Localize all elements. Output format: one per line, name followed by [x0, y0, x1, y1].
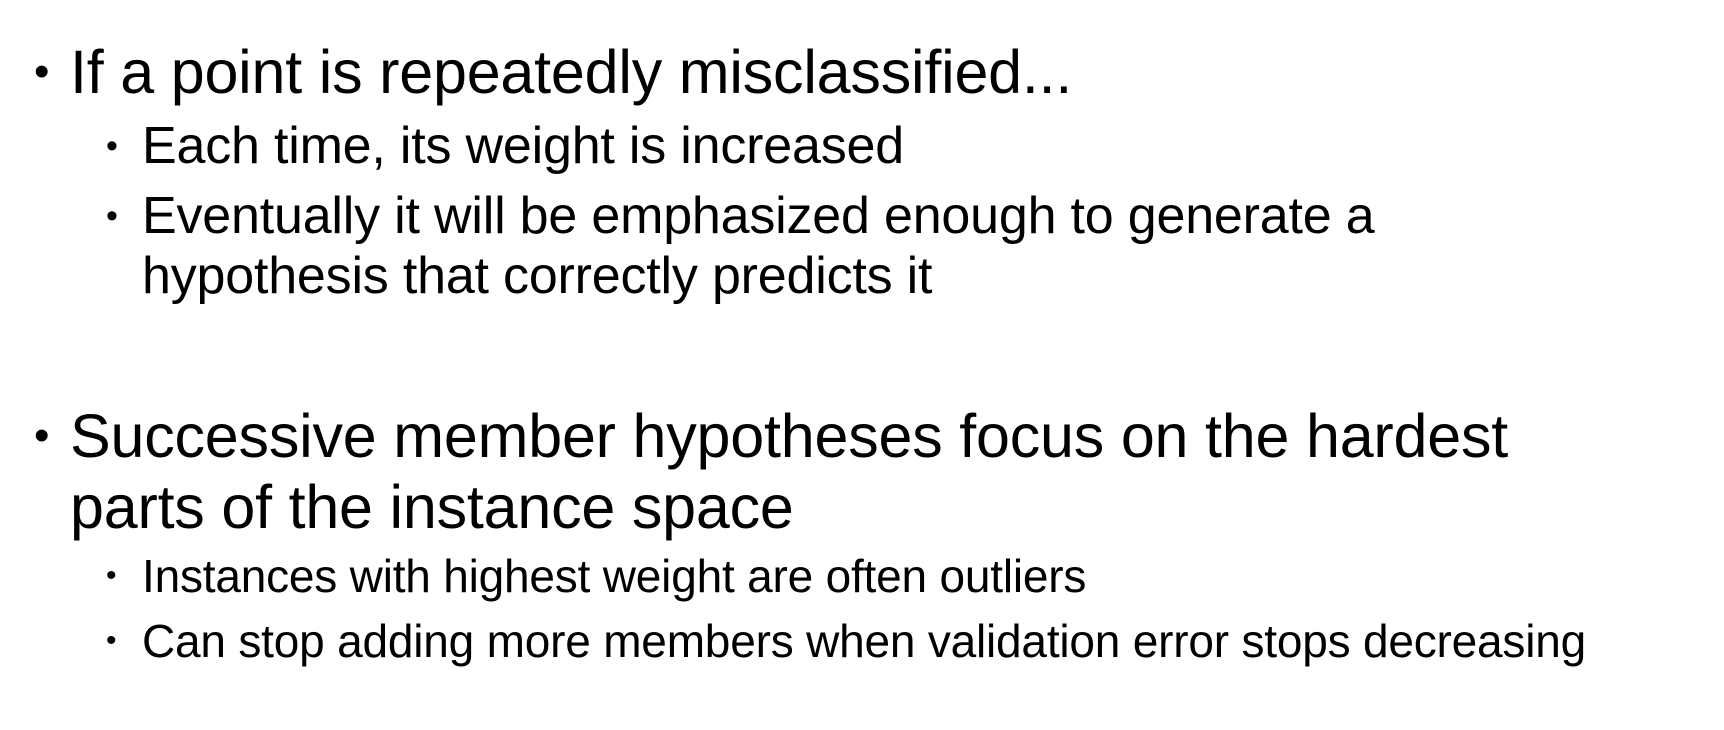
bullet-text-line-1: Successive member hypotheses focus on th…: [70, 402, 1509, 470]
bullet-text: Instances with highest weight are often …: [142, 550, 1087, 602]
bullet-text: If a point is repeatedly misclassified..…: [70, 38, 1073, 106]
bullet-dot: •: [106, 197, 118, 235]
bullet-item-1: • If a point is repeatedly misclassified…: [0, 36, 1724, 108]
bullet-dot: •: [34, 47, 50, 96]
bullet-dot: •: [106, 624, 117, 657]
bullet-text-line-1: Eventually it will be emphasized enough …: [142, 187, 1375, 245]
bullet-text: Can stop adding more members when valida…: [142, 615, 1587, 667]
bullet-text-line-2: parts of the instance space: [70, 473, 794, 541]
sub-bullet-item-1-1: • Each time, its weight is increased: [0, 115, 1724, 177]
bullet-item-2: • Successive member hypotheses focus on …: [0, 400, 1724, 544]
sub-bullet-item-1-2: • Eventually it will be emphasized enoug…: [0, 185, 1724, 309]
bullet-dot: •: [106, 127, 118, 165]
sub-bullet-item-2-2: • Can stop adding more members when vali…: [0, 610, 1724, 672]
bullet-text-line-2: hypothesis that correctly predicts it: [142, 247, 933, 305]
sub-bullet-item-2-1: • Instances with highest weight are ofte…: [0, 545, 1724, 607]
bullet-text: Each time, its weight is increased: [142, 117, 904, 175]
bullet-dot: •: [34, 411, 50, 460]
bullet-dot: •: [106, 559, 117, 592]
